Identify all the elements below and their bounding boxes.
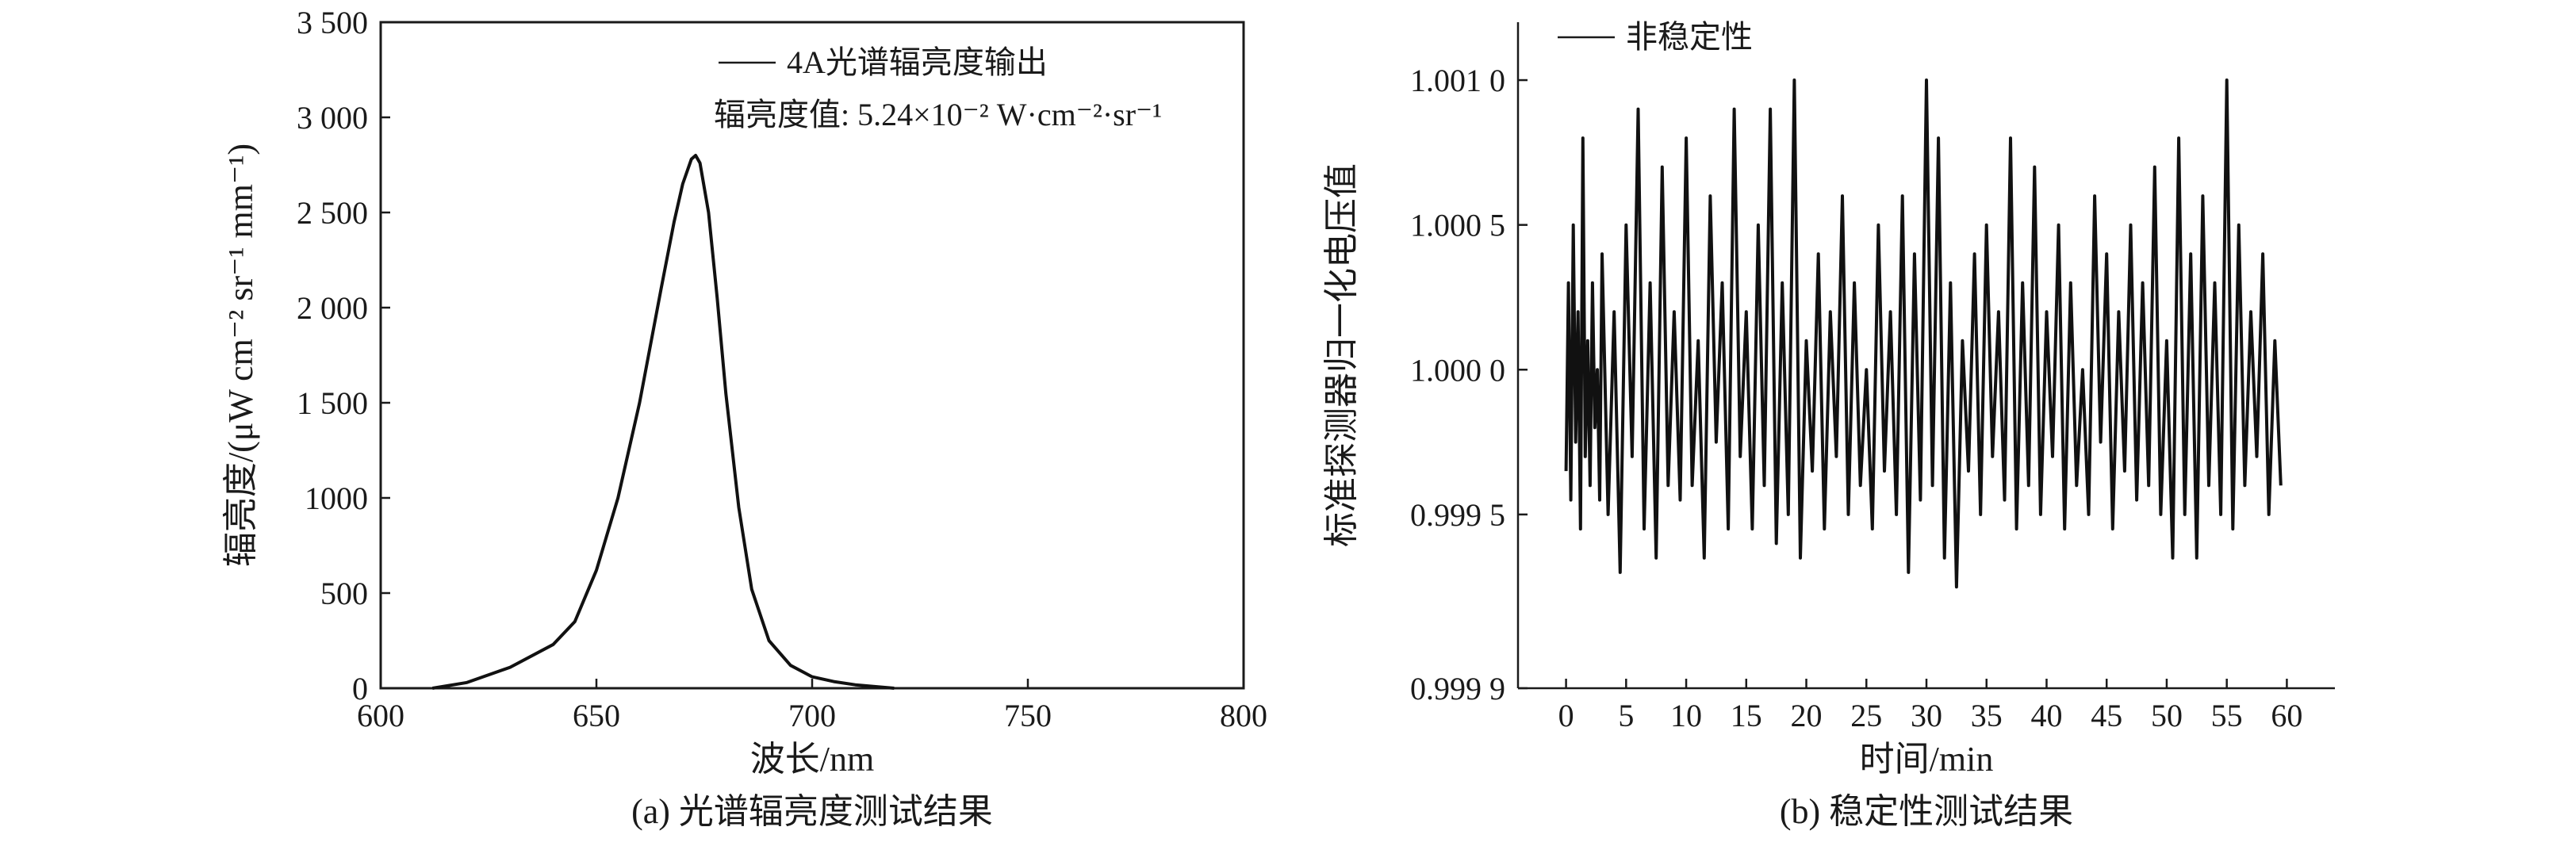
legend-label: 4A光谱辐亮度输出 [787,44,1048,80]
y-tick-label: 2 500 [297,195,368,231]
figure-caption: (a) 光谱辐亮度测试结果 [631,792,993,831]
series-line [1564,78,2283,589]
x-axis-title: 波长/nm [750,740,874,779]
y-tick-label: 2 000 [297,290,368,326]
x-axis-title: 时间/min [1860,740,1994,779]
x-tick-label: 800 [1220,698,1267,733]
y-tick-label: 0 [352,671,368,706]
y-axis-title: 标准探测器归一化电压值 [1322,163,1361,547]
x-tick-label: 600 [357,698,404,733]
x-tick-label: 15 [1731,698,1762,733]
y-tick-label: 1.001 0 [1410,63,1505,98]
y-tick-label: 1000 [305,480,368,516]
x-tick-label: 750 [1004,698,1052,733]
y-tick-label: 1 500 [297,385,368,421]
y-tick-label: 1.000 5 [1410,208,1505,243]
chart-b-svg: 0 5 10 15 20 25 30 35 40 45 50 55 60 0.999 9 0.999 5 1.… [1322,19,2335,831]
y-axis-title: 辐亮度/(μW cm⁻² sr⁻¹ mm⁻¹) [221,144,260,567]
chart-b-panel: 0 5 10 15 20 25 30 35 40 45 50 55 60 0.999 9 0.999 5 1.… [1288,0,2576,846]
y-tick-label: 0.999 5 [1410,497,1505,533]
legend-label: 非稳定性 [1626,19,1753,55]
y-tick-label: 1.000 0 [1410,352,1505,388]
series-line [431,154,895,690]
x-tick-label: 30 [1911,698,1942,733]
x-tick-label: 45 [2091,698,2122,733]
x-tick-label: 650 [573,698,620,733]
chart-a-svg: 600 650 700 750 800 0 500 1000 1 500 2 000 2 500 3 … [221,5,1267,831]
x-tick-label: 50 [2151,698,2183,733]
x-tick-label: 40 [2030,698,2062,733]
x-tick-label: 60 [2271,698,2302,733]
x-tick-label: 20 [1791,698,1823,733]
chart-a-panel: 600 650 700 750 800 0 500 1000 1 500 2 000 2 500 3 … [221,5,1267,831]
y-tick-label: 3 000 [297,100,368,136]
x-tick-label: 5 [1618,698,1634,733]
y-tick-label: 0.999 9 [1410,671,1505,706]
x-tick-label: 700 [788,698,836,733]
annotation-text: 辐亮度值: 5.24×10⁻² W·cm⁻²·sr⁻¹ [714,97,1162,132]
x-tick-label: 55 [2211,698,2243,733]
x-tick-label: 25 [1850,698,1882,733]
x-tick-label: 0 [1558,698,1574,733]
figure-caption: (b) 稳定性测试结果 [1780,792,2073,831]
x-tick-label: 35 [1971,698,2003,733]
y-tick-label: 500 [320,576,368,611]
x-tick-label: 10 [1670,698,1702,733]
y-tick-label: 3 500 [297,5,368,40]
